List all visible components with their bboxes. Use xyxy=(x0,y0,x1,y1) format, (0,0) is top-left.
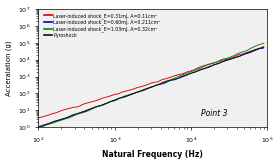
Pyroshock xyxy=(208,66,211,68)
Laser-induced shock_E=0.31mJ, A=0.11cm² xyxy=(50,113,54,115)
Laser-induced shock_E=0.60mJ, A=0.211cm² xyxy=(174,78,177,80)
Line: Laser-induced shock_E=0.31mJ, A=0.11cm²: Laser-induced shock_E=0.31mJ, A=0.11cm² xyxy=(39,47,264,118)
Laser-induced shock_E=0.31mJ, A=0.11cm² xyxy=(208,63,211,65)
Laser-induced shock_E=1.03mJ, A=0.32cm² xyxy=(168,79,171,81)
X-axis label: Natural Frequency (Hz): Natural Frequency (Hz) xyxy=(102,150,203,159)
Pyroshock xyxy=(262,46,265,48)
Laser-induced shock_E=0.60mJ, A=0.211cm² xyxy=(37,126,40,128)
Line: Pyroshock: Pyroshock xyxy=(39,47,264,128)
Laser-induced shock_E=0.31mJ, A=0.11cm² xyxy=(168,77,171,79)
Laser-induced shock_E=0.60mJ, A=0.211cm² xyxy=(262,47,265,49)
Laser-induced shock_E=0.31mJ, A=0.11cm² xyxy=(37,117,40,119)
Laser-induced shock_E=1.03mJ, A=0.32cm² xyxy=(37,128,40,130)
Pyroshock xyxy=(168,80,171,82)
Laser-induced shock_E=0.60mJ, A=0.211cm² xyxy=(168,80,171,82)
Laser-induced shock_E=1.03mJ, A=0.32cm² xyxy=(50,122,54,124)
Laser-induced shock_E=0.60mJ, A=0.211cm² xyxy=(180,76,184,78)
Laser-induced shock_E=1.03mJ, A=0.32cm² xyxy=(231,55,234,57)
Laser-induced shock_E=0.60mJ, A=0.211cm² xyxy=(231,57,234,59)
Laser-induced shock_E=1.03mJ, A=0.32cm² xyxy=(208,63,211,65)
Laser-induced shock_E=1.03mJ, A=0.32cm² xyxy=(262,42,265,44)
Laser-induced shock_E=0.60mJ, A=0.211cm² xyxy=(208,66,211,68)
Text: Point 3: Point 3 xyxy=(201,109,227,118)
Line: Laser-induced shock_E=1.03mJ, A=0.32cm²: Laser-induced shock_E=1.03mJ, A=0.32cm² xyxy=(39,43,264,129)
Laser-induced shock_E=0.31mJ, A=0.11cm² xyxy=(174,75,177,77)
Y-axis label: Acceralation (g): Acceralation (g) xyxy=(6,40,12,96)
Line: Laser-induced shock_E=0.60mJ, A=0.211cm²: Laser-induced shock_E=0.60mJ, A=0.211cm² xyxy=(39,48,264,127)
Pyroshock xyxy=(231,58,234,60)
Pyroshock xyxy=(180,75,184,77)
Laser-induced shock_E=0.31mJ, A=0.11cm² xyxy=(180,73,184,75)
Laser-induced shock_E=0.31mJ, A=0.11cm² xyxy=(231,56,234,58)
Legend: Laser-induced shock_E=0.31mJ, A=0.11cm², Laser-induced shock_E=0.60mJ, A=0.211cm: Laser-induced shock_E=0.31mJ, A=0.11cm²,… xyxy=(43,13,161,38)
Laser-induced shock_E=0.60mJ, A=0.211cm² xyxy=(50,121,54,123)
Pyroshock xyxy=(50,121,54,123)
Laser-induced shock_E=0.31mJ, A=0.11cm² xyxy=(262,46,265,48)
Laser-induced shock_E=1.03mJ, A=0.32cm² xyxy=(174,77,177,79)
Pyroshock xyxy=(37,127,40,129)
Laser-induced shock_E=1.03mJ, A=0.32cm² xyxy=(180,74,184,76)
Pyroshock xyxy=(174,79,177,81)
